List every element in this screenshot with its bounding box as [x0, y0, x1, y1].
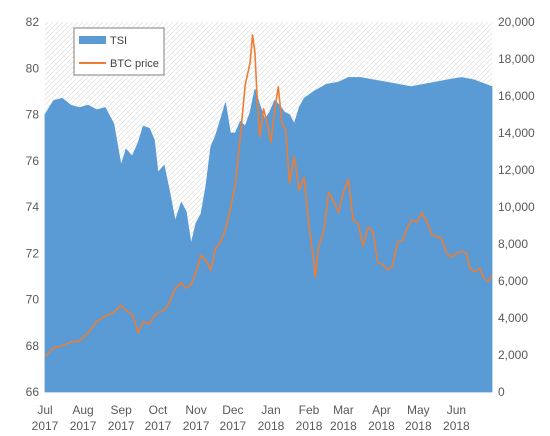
- left-tick-label: 72: [26, 246, 40, 260]
- x-tick-year: 2017: [108, 419, 135, 433]
- right-tick-label: 12,000: [498, 163, 535, 177]
- x-tick-year: 2017: [70, 419, 97, 433]
- x-tick-month: Aug: [72, 403, 93, 417]
- x-tick-month: Jun: [447, 403, 466, 417]
- x-tick-year: 2017: [183, 419, 210, 433]
- right-tick-label: 16,000: [498, 89, 535, 103]
- x-tick-month: Jul: [37, 403, 52, 417]
- btc-price-line-layer: [44, 34, 493, 358]
- left-tick-label: 68: [26, 339, 40, 353]
- x-tick-year: 2017: [32, 419, 59, 433]
- tsi-area: [44, 77, 493, 393]
- left-tick-label: 82: [26, 15, 40, 29]
- left-tick-label: 66: [26, 385, 40, 399]
- legend-label-btc: BTC price: [110, 58, 159, 70]
- left-tick-label: 76: [26, 154, 40, 168]
- x-tick-year: 2018: [296, 419, 323, 433]
- x-tick-year: 2017: [220, 419, 247, 433]
- x-tick-month: Feb: [299, 403, 320, 417]
- right-tick-label: 10,000: [498, 200, 535, 214]
- left-tick-label: 70: [26, 293, 40, 307]
- legend: TSI BTC price: [73, 27, 165, 76]
- x-tick-year: 2017: [145, 419, 172, 433]
- right-tick-label: 6,000: [498, 274, 528, 288]
- right-tick-label: 14,000: [498, 126, 535, 140]
- btc-price-line: [44, 34, 493, 358]
- x-tick-month: Sep: [110, 403, 132, 417]
- x-tick-year: 2018: [405, 419, 432, 433]
- right-tick-label: 18,000: [498, 52, 535, 66]
- x-tick-month: Apr: [372, 403, 391, 417]
- x-tick-month: Mar: [333, 403, 354, 417]
- x-tick-year: 2018: [368, 419, 395, 433]
- x-tick-year: 2018: [330, 419, 357, 433]
- x-tick-year: 2018: [258, 419, 285, 433]
- left-tick-label: 80: [26, 61, 40, 75]
- legend-box: [73, 27, 165, 76]
- left-tick-label: 74: [26, 200, 40, 214]
- legend-label-tsi: TSI: [110, 35, 127, 47]
- legend-swatch-tsi: [79, 36, 106, 44]
- x-axis: Jul 2017 Aug 2017 Sep 2017 Oct 2017 Nov 2017 Dec 20…: [32, 403, 470, 433]
- left-y-axis: 66 68 70 72 74 76 78 80 82: [26, 15, 40, 399]
- x-tick-month: Dec: [222, 403, 243, 417]
- right-y-axis: 0 2,000 4,000 6,000 8,000 10,000 12,000 14,000 1…: [498, 15, 535, 399]
- right-tick-label: 4,000: [498, 311, 528, 325]
- x-tick-month: May: [407, 403, 430, 417]
- right-tick-label: 20,000: [498, 15, 535, 29]
- tsi-area-layer: [44, 77, 493, 393]
- left-tick-label: 78: [26, 108, 40, 122]
- x-tick-month: Nov: [185, 403, 206, 417]
- right-tick-label: 8,000: [498, 237, 528, 251]
- x-tick-month: Jan: [261, 403, 280, 417]
- right-tick-label: 0: [498, 385, 505, 399]
- right-tick-label: 2,000: [498, 348, 528, 362]
- x-tick-month: Oct: [149, 403, 168, 417]
- x-tick-year: 2018: [443, 419, 470, 433]
